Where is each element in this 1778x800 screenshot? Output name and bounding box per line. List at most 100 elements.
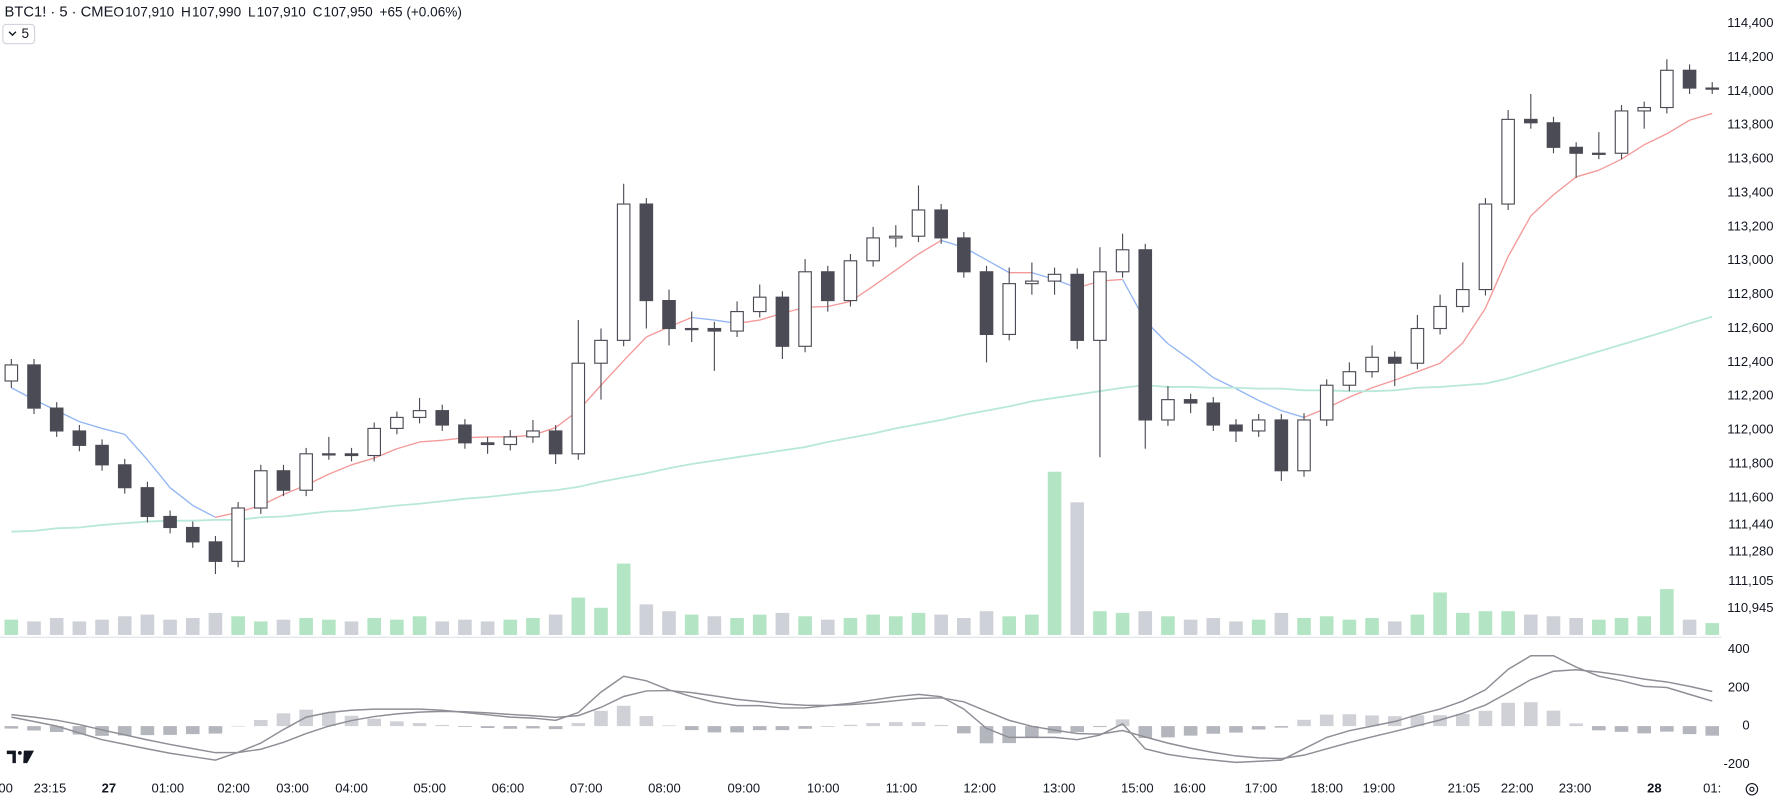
- x-tick-label: 28: [1647, 781, 1661, 796]
- logo-part: [17, 751, 22, 755]
- volume-bar: [594, 607, 608, 636]
- candle-body: [1410, 327, 1425, 364]
- volume-bar: [480, 621, 495, 636]
- macd-histogram-bar: [1682, 726, 1697, 735]
- macd-histogram-bar: [1478, 710, 1493, 727]
- macd-histogram-bar: [185, 726, 200, 735]
- x-tick-label: 19:00: [1363, 781, 1396, 796]
- volume-bar: [1206, 617, 1221, 636]
- volume-bar: [1433, 592, 1447, 636]
- candle-body: [798, 271, 812, 347]
- x-tick-label: 06:00: [492, 781, 525, 796]
- x-tick-label: 10:00: [807, 781, 840, 796]
- macd-histogram-bar: [231, 725, 245, 727]
- moving-average-segment: [1462, 307, 1487, 344]
- y-tick-label: 113,800: [1727, 117, 1773, 132]
- volume-bar: [344, 621, 359, 636]
- candle-body: [1524, 118, 1538, 124]
- volume-bar: [163, 619, 177, 636]
- interval-label[interactable]: 5: [22, 26, 30, 41]
- candle-body: [1025, 280, 1039, 285]
- candle-body: [480, 442, 495, 446]
- settings-icon[interactable]: [1745, 782, 1759, 796]
- moving-average-segment: [1439, 342, 1464, 364]
- volume-bar: [503, 619, 518, 636]
- macd-y-tick-label: 200: [1728, 679, 1750, 694]
- macd-histogram-bar: [752, 726, 767, 731]
- candle-body: [1002, 283, 1016, 336]
- candle-body: [140, 487, 155, 518]
- volume-bar: [662, 611, 676, 636]
- volume-bar: [1025, 614, 1039, 636]
- moving-average-segment: [192, 504, 216, 518]
- candle-body: [231, 507, 245, 562]
- y-tick-label: 114,400: [1727, 15, 1773, 30]
- candle-body: [1115, 249, 1130, 273]
- moving-average-segment: [1235, 388, 1259, 402]
- macd-histogram-bar: [1501, 702, 1515, 727]
- x-tick-label: 01:: [1703, 781, 1721, 796]
- macd-histogram-bar: [1524, 702, 1538, 727]
- candle-body: [276, 470, 291, 491]
- macd-histogram-bar: [843, 724, 858, 727]
- moving-average-segment: [1666, 119, 1690, 135]
- ohlc-key: C: [313, 4, 323, 19]
- candle-body: [458, 424, 472, 444]
- candle-body: [185, 526, 200, 543]
- volume-bar: [1251, 619, 1266, 636]
- volume-bar: [1387, 621, 1402, 636]
- ohlc-value: 107,990: [192, 4, 242, 19]
- volume-bar: [1455, 612, 1470, 636]
- y-tick-label: 113,200: [1727, 218, 1773, 233]
- candle-body: [1319, 384, 1334, 421]
- macd-histogram-bar: [1161, 726, 1175, 738]
- moving-average-segment: [986, 259, 1010, 274]
- moving-average-segment: [895, 253, 919, 271]
- macd-histogram-bar: [72, 726, 87, 735]
- candle-body: [1047, 273, 1062, 282]
- volume-bar: [957, 617, 971, 636]
- volume-bar: [1592, 619, 1606, 636]
- macd-histogram-bar: [390, 721, 404, 727]
- moving-average-segment: [827, 300, 851, 308]
- volume-bar: [435, 621, 450, 636]
- volume-bar: [616, 563, 631, 636]
- volume-bar: [684, 614, 699, 636]
- volume-bar: [1229, 621, 1243, 636]
- volume-bar: [1093, 611, 1107, 636]
- settings-ring: [1745, 782, 1759, 796]
- macd-y-tick-label: -200: [1724, 756, 1750, 771]
- candle-body: [412, 410, 427, 418]
- moving-average-segment: [1621, 144, 1645, 160]
- volume-bar: [1183, 619, 1198, 636]
- candle-body: [117, 464, 132, 489]
- y-tick-label: 113,600: [1727, 151, 1773, 166]
- candle-body: [72, 430, 87, 446]
- candle-body: [957, 237, 971, 273]
- candle-body: [911, 209, 926, 237]
- interval-button[interactable]: [2, 23, 36, 45]
- x-tick-label: 11:00: [886, 781, 918, 796]
- candle-body: [594, 339, 608, 364]
- macd-histogram-bar: [684, 726, 699, 731]
- volume-bar: [1524, 614, 1538, 636]
- volume-bar: [458, 619, 472, 636]
- macd-histogram-bar: [503, 726, 518, 729]
- macd-histogram-bar: [1229, 726, 1243, 733]
- macd-histogram-bar: [1614, 726, 1629, 732]
- candle-body: [866, 237, 880, 262]
- macd-histogram-bar: [616, 705, 631, 727]
- macd-histogram-bar: [957, 726, 971, 734]
- macd-histogram-bar: [1274, 726, 1289, 728]
- macd-histogram-bar: [798, 726, 812, 729]
- volume-bar: [979, 611, 994, 636]
- volume-bar: [1115, 612, 1130, 636]
- volume-bar: [4, 619, 19, 636]
- symbol[interactable]: BTC1! · 5 · CME: [5, 4, 114, 20]
- x-tick-label: 22:00: [1501, 781, 1534, 796]
- macd-histogram-bar: [1705, 726, 1720, 736]
- macd-histogram-bar: [1546, 710, 1561, 727]
- macd-histogram-bar: [276, 713, 291, 727]
- moving-average-segment: [1394, 371, 1418, 381]
- candle-body: [1569, 146, 1583, 154]
